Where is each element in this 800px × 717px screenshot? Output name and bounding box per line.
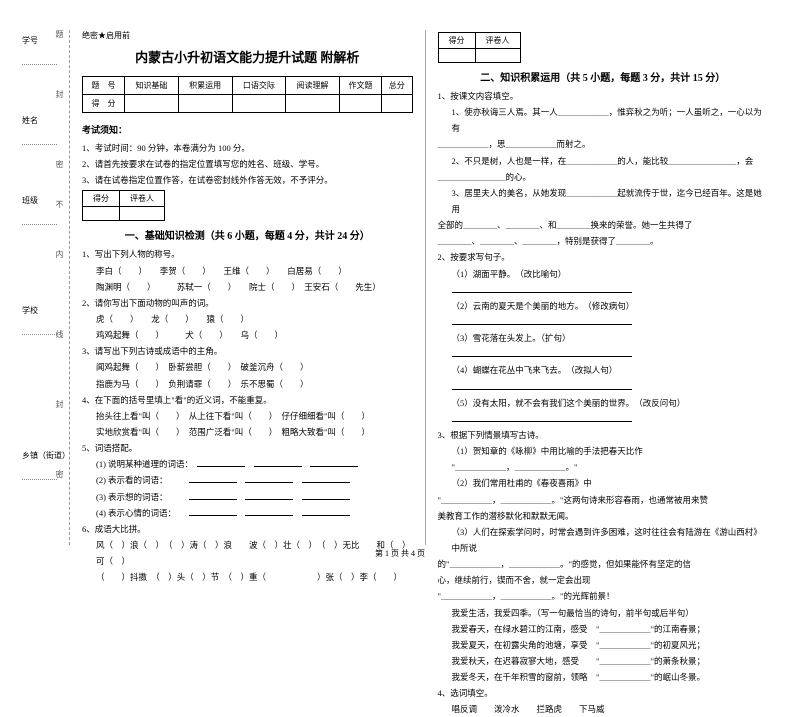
scorebox: 得分评卷人 xyxy=(82,190,165,221)
seal-char: 线 xyxy=(54,330,65,338)
q-line: 李白（ ） 李贺（ ） 王维（ ） 白居易（ ） xyxy=(82,263,413,279)
q-line: "＿＿＿＿＿＿，＿＿＿＿＿＿。" xyxy=(438,459,769,475)
binding-label: 学号 xyxy=(22,35,57,46)
seal-char: 内 xyxy=(54,250,65,258)
q-line: （4）蝴蝶在花丛中飞来飞去。 （改拟人句） xyxy=(438,362,769,378)
q-line: （2）我们常用杜甫的《春夜喜雨》中 xyxy=(438,475,769,491)
q-line: 3、居里夫人的美名，从她发现＿＿＿＿＿＿起就流传于世，迄今已经百年。这是她用 xyxy=(438,185,769,217)
q-line: 我爱冬天，在千年积雪的窗前，领略 "＿＿＿＿＿＿"的岷山冬景。 xyxy=(438,669,769,685)
q-line: （1）湖面平静。 （改比喻句） xyxy=(438,266,769,282)
score-col: 作文题 xyxy=(339,77,381,95)
score-col: 知识基础 xyxy=(125,77,179,95)
q: 1、按课文内容填空。 xyxy=(438,88,769,104)
binding-label: 姓名 xyxy=(22,115,57,126)
q-line: (2) 表示看的词语： xyxy=(96,475,163,485)
q-line: 抬头往上看"叫（ ） 从上往下看"叫（ ） 仔仔细细看"叫（ ） xyxy=(82,408,413,424)
q-line: 我爱生活，我爱四季。（写一句最恰当的诗句，前半句或后半句） xyxy=(438,605,769,621)
part2-title: 二、知识积累运用（共 5 小题，每题 3 分，共计 15 分） xyxy=(438,69,769,84)
score-col: 阅读理解 xyxy=(286,77,340,95)
q-line: ＿＿＿＿＿＿＿＿的心。 xyxy=(438,169,769,185)
q-line: (3) 表示想的词语： xyxy=(96,492,163,502)
q-line: "＿＿＿＿＿＿，＿＿＿＿＿＿。"这两句诗来形容春雨，也通常被用来赞 xyxy=(438,492,769,508)
q: 4、在下面的括号里填上"看"的近义词，不能重复。 xyxy=(82,392,413,408)
q-line: 唱反调 泼冷水 拦路虎 下马威 xyxy=(438,701,769,717)
q: 2、请你写出下面动物的叫声的词。 xyxy=(82,295,413,311)
q-line: 我爱春天，在绿水碧江的江南，感受 "＿＿＿＿＿＿"的江南春景； xyxy=(438,621,769,637)
q-line: 实地欣赏看"叫（ ） 范围广泛看"叫（ ） 粗略大致看"叫（ ） xyxy=(82,424,413,440)
scorebox-a: 得分 xyxy=(83,191,120,207)
q: 5、词语搭配。 xyxy=(82,440,413,456)
q-line: 闻鸡起舞（ ） 卧薪尝胆（ ） 破釜沉舟（ ） xyxy=(82,359,413,375)
score-col: 积累运用 xyxy=(178,77,232,95)
score-col: 题 号 xyxy=(83,77,125,95)
seal-char: 封 xyxy=(54,90,65,98)
notice-item: 3、请在试卷指定位置作答，在试卷密封线外作答无效，不予评分。 xyxy=(82,172,413,188)
binding-label: 班级 xyxy=(22,195,57,206)
notice-item: 2、请首先按要求在试卷的指定位置填写您的姓名、班级、学号。 xyxy=(82,156,413,172)
q-line: 鸡鸡起舞（ ） 犬（ ） 乌（ ） xyxy=(82,327,413,343)
q-line: ＿＿＿＿＿＿，思＿＿＿＿＿＿而射之。 xyxy=(438,136,769,152)
seal-char: 密 xyxy=(54,470,65,478)
q-line: (4) 表示心情的词语： xyxy=(96,508,172,518)
binding-margin: 学号 姓名 班级 学校 乡镇（街道） 题 封 密 不 内 线 封 密 xyxy=(20,30,70,545)
page-footer: 第 1 页 共 4 页 xyxy=(0,548,800,559)
score-col: 总分 xyxy=(382,77,413,95)
q-line: ＿＿＿＿、＿＿＿＿、＿＿＿＿，特别是获得了＿＿＿＿。 xyxy=(438,233,769,249)
seal-char: 题 xyxy=(54,30,65,38)
seal-char: 密 xyxy=(54,160,65,168)
q-line: （3）雪花落在头发上。（扩句） xyxy=(438,330,769,346)
notice-item: 1、考试时间：90 分钟，本卷满分为 100 分。 xyxy=(82,140,413,156)
q-line: 心，继续前行，锲而不舍，就一定会出现 xyxy=(438,572,769,588)
q: 3、请写出下列古诗或成语中的主角。 xyxy=(82,343,413,359)
binding-label: 乡镇（街道） xyxy=(22,450,69,461)
seal-char: 不 xyxy=(54,200,65,208)
q-line: 美教育工作的潜移默化和默默无闻。 xyxy=(438,508,769,524)
binding-label: 学校 xyxy=(22,305,57,316)
q-line: (1) 说明某种道理的词语： xyxy=(96,459,189,469)
q-line: 2、不只是树，人也是一样，在＿＿＿＿＿＿的人，能比较＿＿＿＿＿＿＿＿，会 xyxy=(438,153,769,169)
q-line: 1、使亦秋诲三人焉。其一人＿＿＿＿＿＿，惟弈秋之为听；一人虽听之，一心以为有 xyxy=(438,104,769,136)
q-line: 全部的＿＿＿＿、＿＿＿＿、和＿＿＿＿换来的荣誉。她一生共得了 xyxy=(438,217,769,233)
scorebox-b: 评卷人 xyxy=(120,191,165,207)
q: 6、成语大比拼。 xyxy=(82,521,413,537)
q-line: "＿＿＿＿＿＿，＿＿＿＿＿＿。"的光辉前景！ xyxy=(438,588,769,604)
q-line: （1）贺知章的《咏柳》中用比喻的手法把春天比作 xyxy=(438,443,769,459)
q-line: 虎（ ） 龙（ ） 猿（ ） xyxy=(82,311,413,327)
q-line: 我爱夏天，在初露尖角的池塘，享受 "＿＿＿＿＿＿"的初夏风光； xyxy=(438,637,769,653)
right-column: 得分评卷人 二、知识积累运用（共 5 小题，每题 3 分，共计 15 分） 1、… xyxy=(426,30,781,545)
q: 2、按要求写句子。 xyxy=(438,249,769,265)
q-line: （2）云南的夏天是个美丽的地方。 （修改病句） xyxy=(438,298,769,314)
q-line: 我爱秋天，在迟暮寂寥大地，感受 "＿＿＿＿＿＿"的萧条秋景； xyxy=(438,653,769,669)
exam-title: 内蒙古小升初语文能力提升试题 附解析 xyxy=(82,47,413,66)
scorebox: 得分评卷人 xyxy=(438,32,521,63)
q-line: 陶渊明（ ） 苏轼一（ ） 院士（ ） 王安石（ 先生） xyxy=(82,279,413,295)
q: 3、根据下列情景填写古诗。 xyxy=(438,427,769,443)
score-col: 口语交际 xyxy=(232,77,286,95)
seal-char: 封 xyxy=(54,400,65,408)
secret-label: 绝密★启用前 xyxy=(82,30,413,41)
q: 4、选词填空。 xyxy=(438,685,769,701)
part1-title: 一、基础知识检测（共 6 小题，每题 4 分，共计 24 分） xyxy=(82,227,413,242)
q-line: 指鹿为马（ ） 负荆请罪（ ） 乐不思蜀（ ） xyxy=(82,376,413,392)
scorebox-b: 评卷人 xyxy=(475,33,520,49)
score-row-label: 得 分 xyxy=(83,95,125,113)
q: 1、写出下列人物的称号。 xyxy=(82,246,413,262)
score-table: 题 号 知识基础 积累运用 口语交际 阅读理解 作文题 总分 得 分 xyxy=(82,76,413,113)
left-column: 绝密★启用前 内蒙古小升初语文能力提升试题 附解析 题 号 知识基础 积累运用 … xyxy=(70,30,425,545)
scorebox-a: 得分 xyxy=(438,33,475,49)
q-line: （5）没有太阳，就不会有我们这个美丽的世界。 （改反问句） xyxy=(438,395,769,411)
q-line: （ ）抖擞 （ ）头（ ）节 （ ）重（ ）张（ ）李（ ） xyxy=(82,569,413,585)
notice-heading: 考试须知： xyxy=(82,123,413,136)
